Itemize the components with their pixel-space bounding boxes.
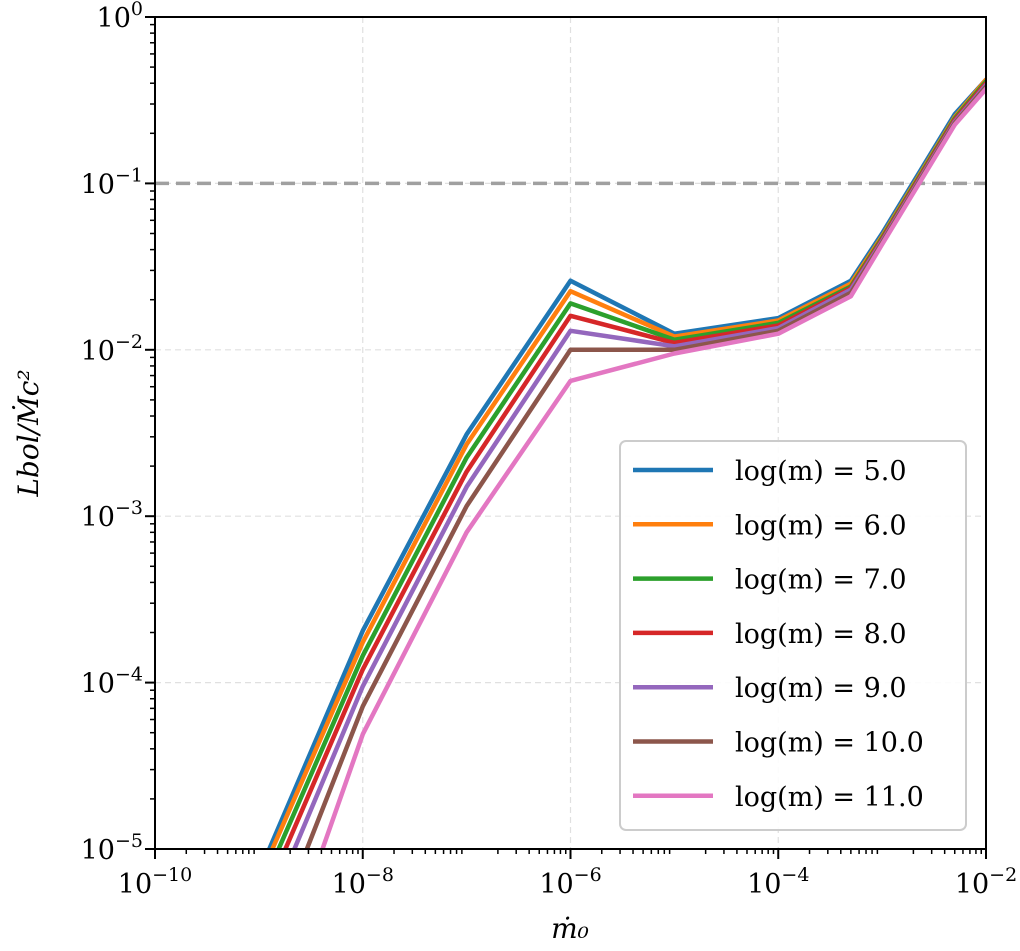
- legend-label: log(m) = 8.0: [735, 619, 907, 650]
- y-tick-label-base: 10: [81, 169, 115, 200]
- x-tick-label-exponent: −2: [989, 864, 1017, 886]
- plot-frame: [154, 16, 987, 850]
- y-tick-label: 10−2: [81, 331, 143, 367]
- x-tick-label-exponent: −8: [366, 864, 394, 886]
- legend-label: log(m) = 9.0: [735, 673, 907, 704]
- y-tick-label-exponent: −5: [115, 830, 143, 852]
- x-tick-label-exponent: −6: [574, 864, 602, 886]
- x-tick-label-exponent: −4: [781, 864, 809, 886]
- x-tick-label-base: 10: [332, 869, 366, 900]
- x-tick-label: 10−8: [332, 864, 394, 900]
- series-layer: [267, 77, 986, 849]
- y-tick-label-base: 10: [81, 669, 115, 700]
- x-tick-label-base: 10: [539, 869, 573, 900]
- legend: log(m) = 5.0 log(m) = 6.0 log(m) = 7.0 log(…: [619, 440, 967, 831]
- x-tick-label-base: 10: [747, 869, 781, 900]
- y-tick-label-exponent: −2: [115, 331, 143, 353]
- x-tick-label: 10−6: [539, 864, 601, 900]
- x-axis-label: ṁ₀: [551, 912, 589, 945]
- legend-label: log(m) = 10.0: [735, 728, 924, 759]
- legend-label: log(m) = 6.0: [735, 510, 907, 541]
- y-tick-label-exponent: −3: [115, 497, 143, 519]
- x-tick-label: 10−2: [955, 864, 1017, 900]
- legend-label: log(m) = 11.0: [735, 782, 924, 813]
- x-tick-label-exponent: −10: [152, 864, 192, 886]
- legend-label: log(m) = 7.0: [735, 565, 907, 596]
- x-tick-label-base: 10: [118, 869, 152, 900]
- x-tick-labels: 10−10 10−8 10−6 10−4 10−2: [118, 864, 1017, 900]
- series-line: [320, 86, 986, 849]
- legend-label: log(m) = 5.0: [735, 456, 907, 487]
- y-tick-label: 10−5: [81, 830, 143, 866]
- y-tick-label: 10−1: [81, 164, 143, 200]
- y-tick-label-base: 10: [81, 835, 115, 866]
- legend-frame: [619, 440, 967, 831]
- x-tick-label: 10−10: [118, 864, 192, 900]
- y-tick-label-exponent: 0: [131, 0, 143, 20]
- x-tick-label-base: 10: [955, 869, 989, 900]
- y-tick-label: 100: [97, 0, 143, 34]
- y-tick-label-exponent: −1: [115, 164, 143, 186]
- y-tick-label: 10−4: [81, 664, 143, 700]
- y-tick-label-base: 10: [81, 336, 115, 367]
- y-tick-label-base: 10: [97, 3, 131, 34]
- major-ticks: [145, 16, 987, 859]
- x-tick-label: 10−4: [747, 864, 809, 900]
- y-tick-label-base: 10: [81, 502, 115, 533]
- y-tick-label: 10−3: [81, 497, 143, 533]
- y-tick-label-exponent: −4: [115, 664, 143, 686]
- y-axis-label: Lbol/Ṁc²: [12, 369, 45, 497]
